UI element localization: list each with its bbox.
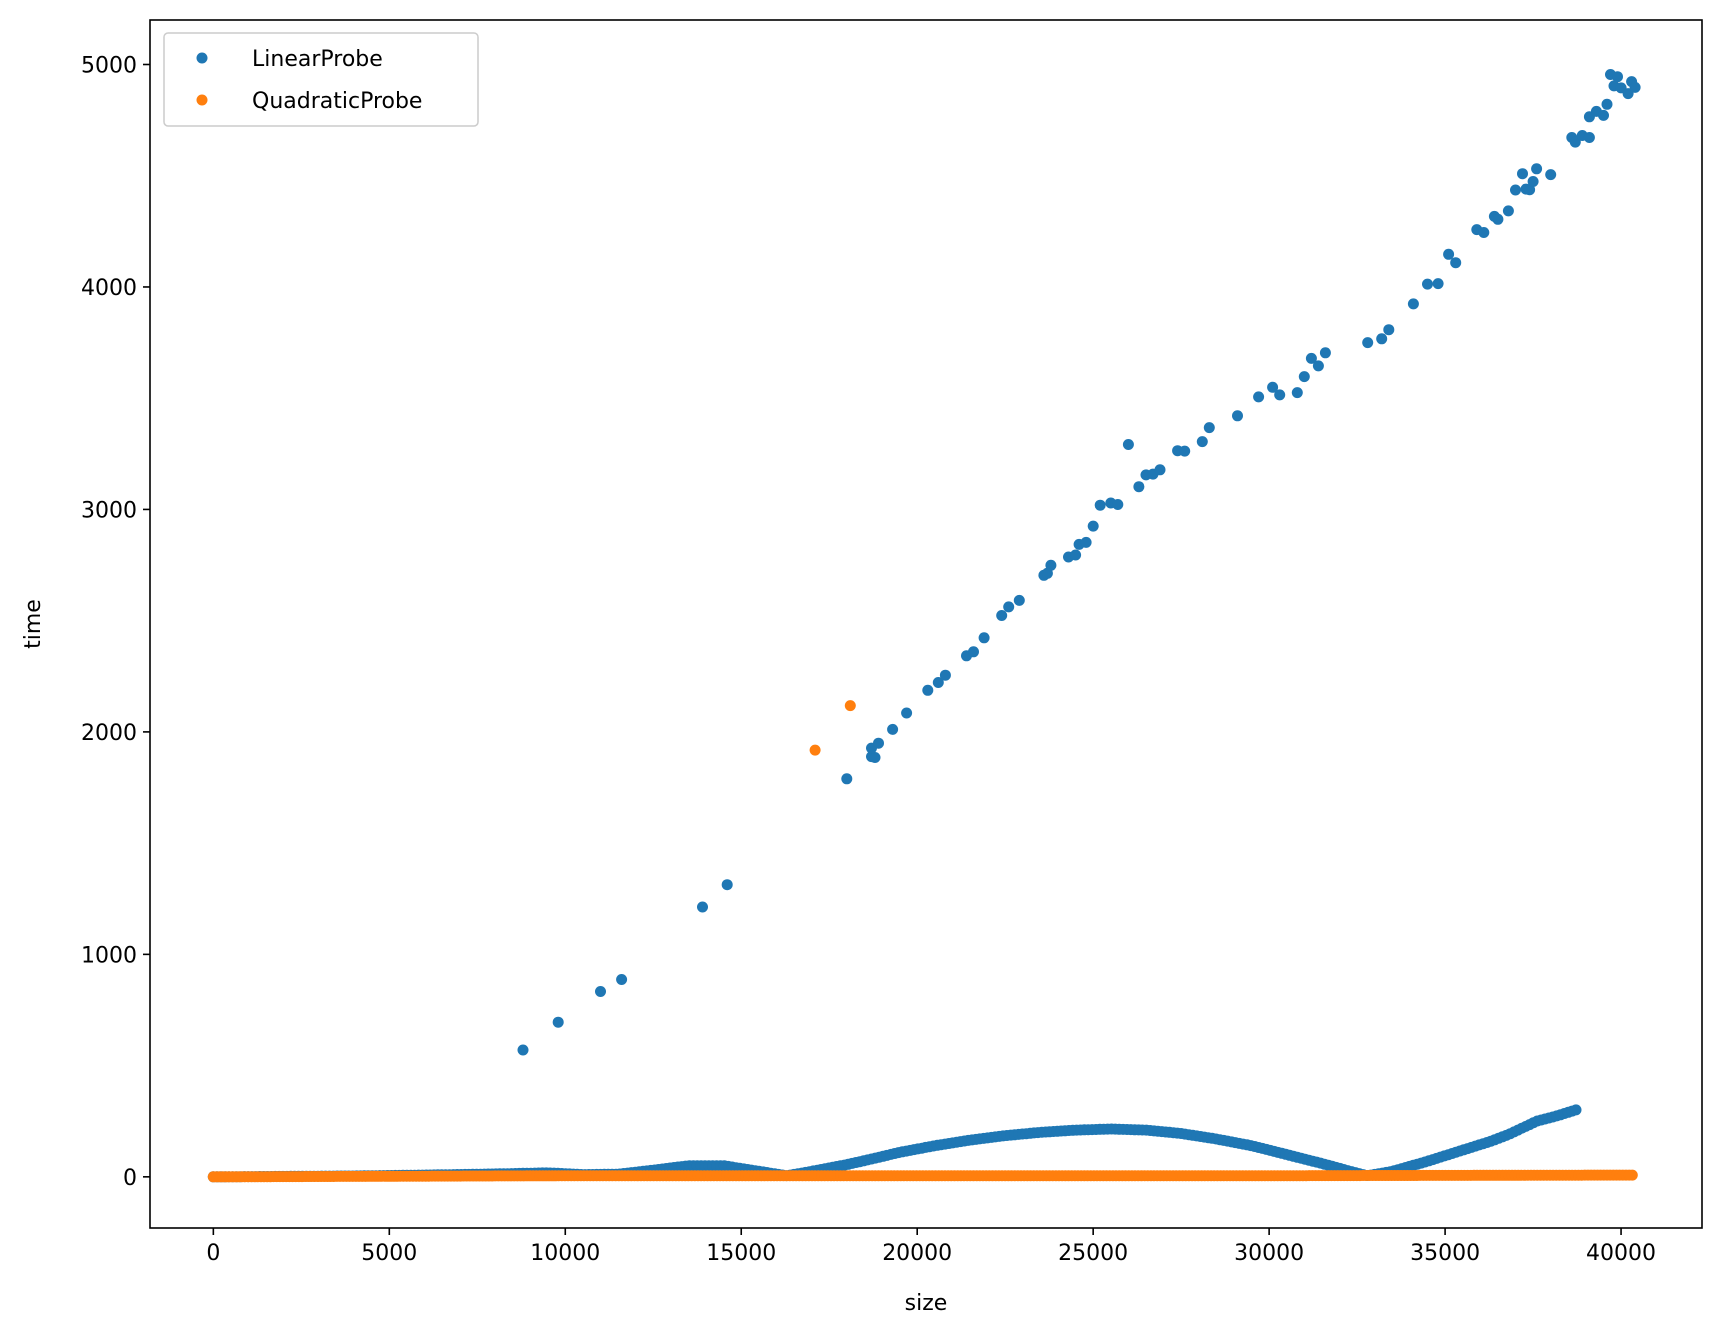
linearprobe-point	[1298, 371, 1310, 383]
linearprobe-point	[1319, 347, 1331, 359]
linearprobe-point	[1013, 594, 1025, 606]
linearprobe-point	[1517, 168, 1528, 180]
y-tick-label: 1000	[81, 943, 137, 968]
linearprobe-point	[1531, 163, 1543, 175]
linearprobe-point	[1583, 132, 1595, 143]
linearprobe-point	[1122, 439, 1134, 450]
linearprobe-point	[1569, 136, 1581, 148]
linearprobe-point	[1492, 213, 1504, 225]
linearprobe-point	[932, 677, 944, 688]
linearprobe-point	[939, 669, 951, 681]
linearprobe-point	[1443, 248, 1455, 260]
x-tick-label: 0	[206, 1241, 220, 1266]
linearprobe-point	[1112, 499, 1124, 510]
linearprobe-point	[1274, 389, 1286, 401]
linearprobe-point	[1601, 98, 1613, 110]
linearprobe-point	[1527, 176, 1539, 187]
linearprobe-point	[1524, 184, 1536, 196]
linearprobe-point	[1478, 227, 1490, 238]
linearprobe-point	[922, 684, 934, 696]
linearprobe-point	[901, 707, 913, 719]
y-tick-label: 2000	[81, 721, 137, 746]
linearprobe-point	[1383, 324, 1395, 336]
y-tick-label: 4000	[81, 276, 137, 301]
x-axis-label: size	[905, 1291, 948, 1316]
y-axis-label: time	[21, 599, 46, 649]
linearprobe-point	[1422, 278, 1433, 290]
linearprobe-point	[1450, 257, 1462, 269]
y-tick-label: 0	[123, 1166, 137, 1191]
linearprobe-series	[207, 69, 1641, 1183]
axes: 0 5000 10000 15000 20000 25000 30000 35000 40000…	[81, 19, 1703, 1266]
linearprobe-point	[1305, 352, 1317, 364]
linearprobe-point	[1094, 499, 1106, 511]
x-tick-label: 30000	[1234, 1241, 1304, 1266]
linearprobe-point	[721, 879, 733, 891]
linearprobe-point	[869, 752, 881, 763]
linearprobe-point	[1154, 464, 1166, 476]
linearprobe-point	[1362, 337, 1374, 349]
legend-frame	[163, 32, 479, 127]
linearprobe-point	[1070, 549, 1082, 561]
plot-frame	[149, 19, 1703, 1229]
linearprobe-point	[1080, 536, 1092, 548]
linearprobe-point	[1179, 445, 1191, 457]
linearprobe-point	[1502, 205, 1514, 217]
linearprobe-point	[595, 986, 606, 997]
legend-label-quadraticprobe: QuadraticProbe	[252, 89, 422, 114]
linearprobe-point	[1545, 169, 1557, 181]
linearprobe-point	[1510, 184, 1521, 196]
linearprobe-point	[1253, 391, 1265, 403]
linearprobe-point	[1133, 481, 1145, 493]
linearprobe-point	[1570, 1104, 1582, 1116]
linearprobe-point	[616, 974, 628, 985]
linearprobe-point	[1291, 387, 1303, 399]
x-tick-label: 20000	[882, 1241, 952, 1266]
legend: LinearProbe QuadraticProbe	[163, 32, 479, 127]
linearprobe-point	[1045, 559, 1057, 571]
linearprobe-point	[1312, 360, 1324, 372]
x-tick-label: 35000	[1410, 1241, 1480, 1266]
linearprobe-point	[517, 1044, 529, 1056]
linearprobe-point	[841, 773, 853, 785]
y-tick-label: 3000	[81, 498, 137, 523]
x-tick-label: 25000	[1058, 1241, 1128, 1266]
linearprobe-point	[1629, 81, 1641, 93]
linearprobe-point	[697, 901, 708, 913]
linearprobe-point	[968, 646, 979, 658]
linearprobe-point	[996, 610, 1008, 621]
linearprobe-point	[552, 1016, 564, 1028]
legend-marker-quadraticprobe	[196, 94, 208, 106]
y-tick-label: 5000	[81, 53, 137, 78]
legend-marker-linearprobe	[196, 52, 208, 64]
quadraticprobe-point	[809, 744, 821, 756]
x-tick-label: 40000	[1586, 1241, 1656, 1266]
linearprobe-point	[1232, 410, 1243, 422]
x-tick-label: 15000	[706, 1241, 776, 1266]
x-tick-label: 10000	[530, 1241, 600, 1266]
legend-label-linearprobe: LinearProbe	[252, 47, 383, 72]
linearprobe-point	[1087, 520, 1099, 532]
linearprobe-point	[1407, 298, 1419, 310]
quadraticprobe-point	[1626, 1169, 1638, 1181]
linearprobe-point	[1376, 333, 1388, 345]
quadraticprobe-point	[844, 700, 856, 712]
linearprobe-point	[978, 632, 990, 644]
linearprobe-point	[1612, 71, 1623, 83]
linearprobe-point	[1432, 278, 1444, 290]
linearprobe-point	[1003, 601, 1015, 613]
x-tick-label: 5000	[361, 1241, 417, 1266]
quadraticprobe-series	[207, 700, 1638, 1183]
linearprobe-point	[887, 723, 899, 735]
linearprobe-point	[1267, 381, 1279, 393]
linearprobe-point	[1196, 436, 1208, 448]
linearprobe-point	[1598, 109, 1609, 121]
linearprobe-point	[873, 737, 884, 749]
linearprobe-point	[1203, 422, 1215, 434]
